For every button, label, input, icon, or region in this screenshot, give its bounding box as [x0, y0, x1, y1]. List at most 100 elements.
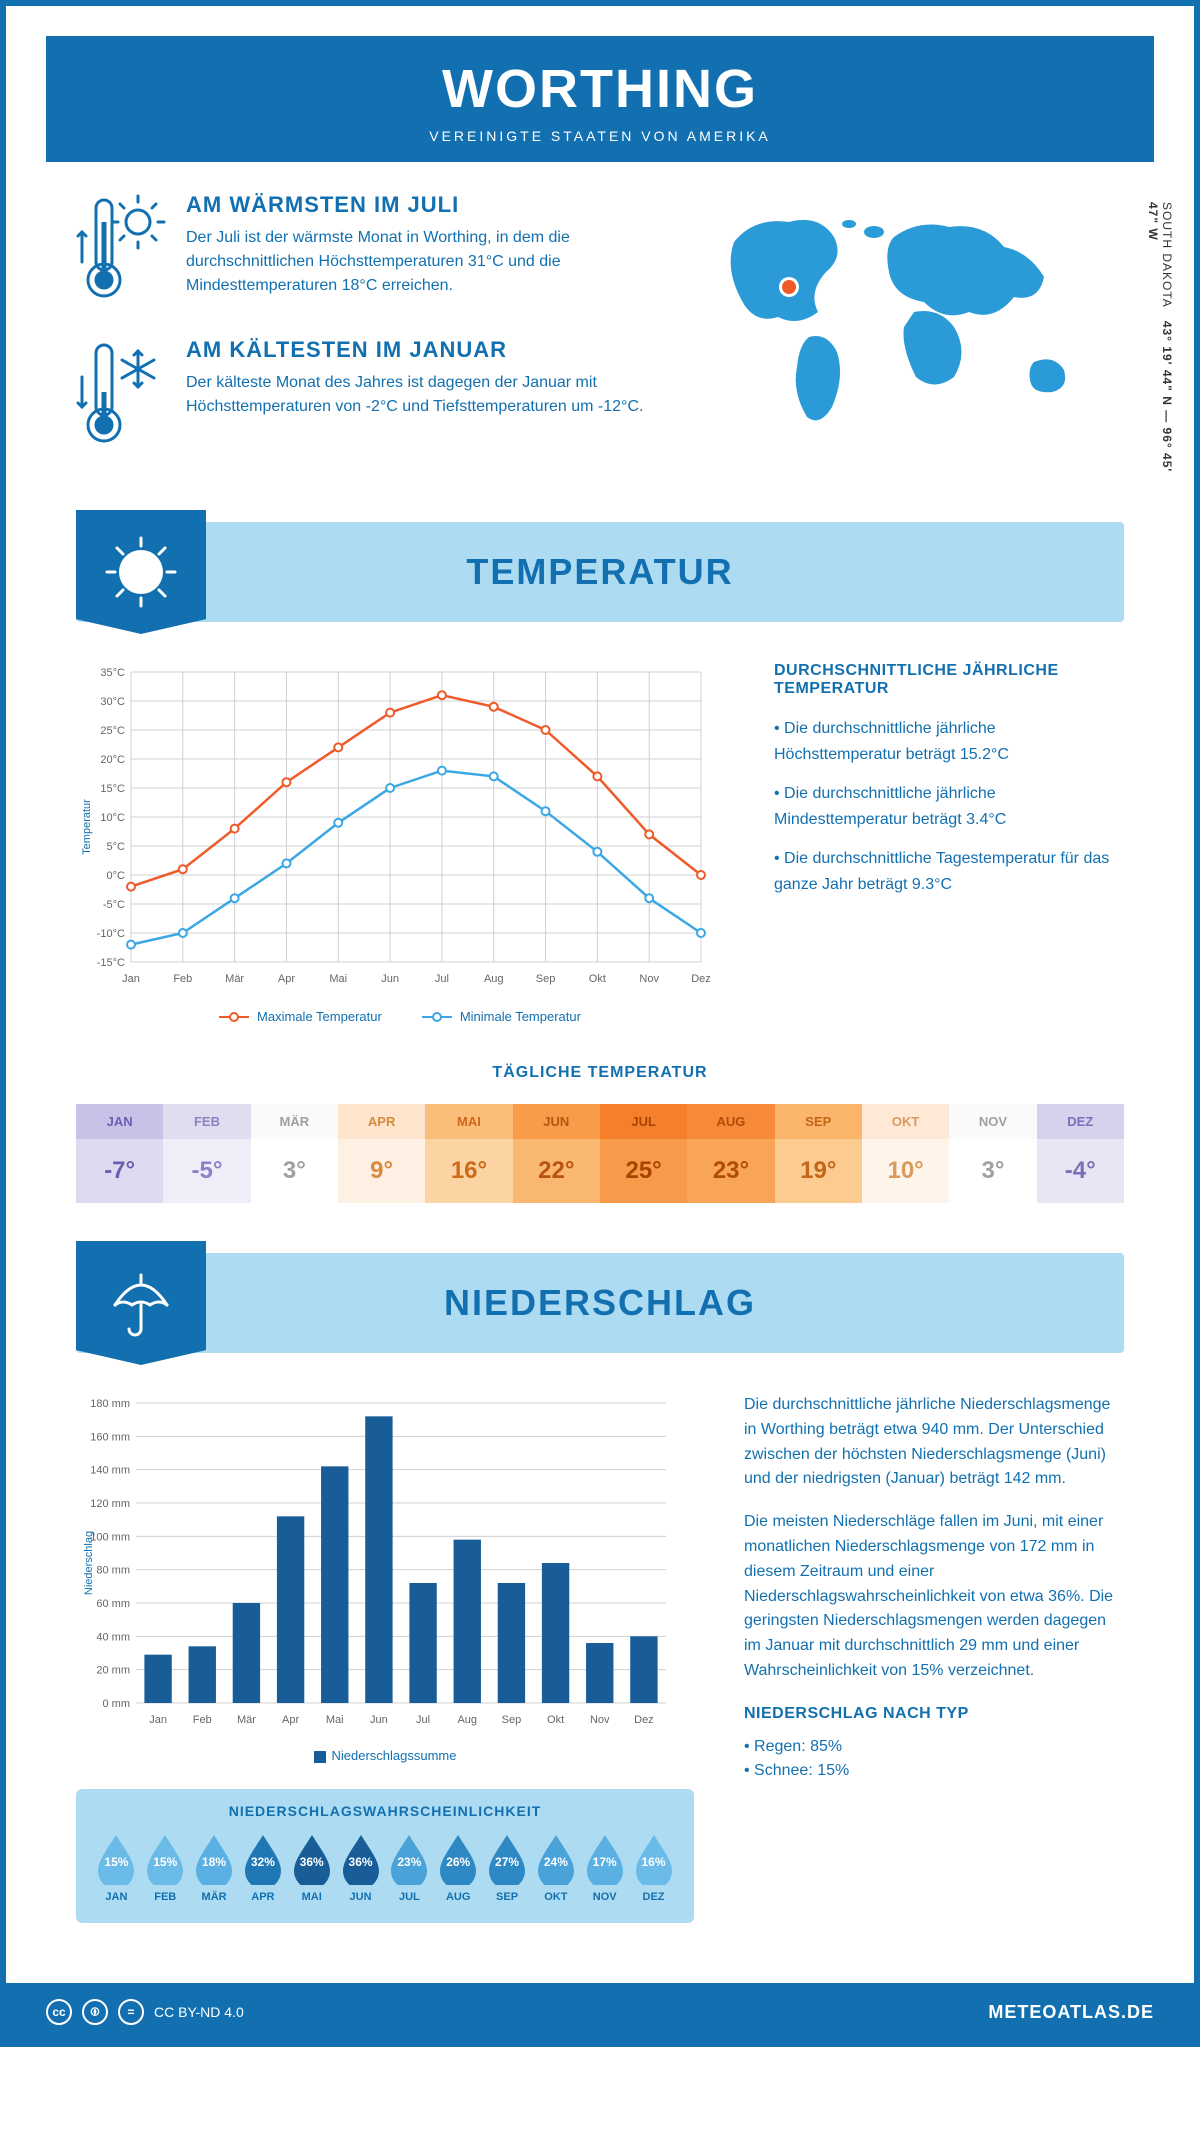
svg-text:0°C: 0°C [107, 870, 126, 882]
svg-text:Niederschlag: Niederschlag [83, 1531, 95, 1595]
svg-text:25°C: 25°C [100, 725, 125, 737]
svg-text:Sep: Sep [536, 973, 556, 985]
month-cell: MAI16° [425, 1104, 512, 1203]
header-banner: WORTHING VEREINIGTE STAATEN VON AMERIKA [46, 36, 1154, 162]
month-cell: SEP19° [775, 1104, 862, 1203]
svg-text:Mär: Mär [237, 1714, 256, 1726]
svg-text:-10°C: -10°C [97, 928, 125, 940]
prob-drop: 17%NOV [580, 1833, 629, 1903]
temp-bullet-2: • Die durchschnittliche jährliche Mindes… [774, 781, 1124, 832]
city-title: WORTHING [46, 58, 1154, 120]
precip-prob-box: NIEDERSCHLAGSWAHRSCHEINLICHKEIT 15%JAN15… [76, 1789, 694, 1923]
svg-text:10°C: 10°C [100, 812, 125, 824]
prob-drops-row: 15%JAN15%FEB18%MÄR32%APR36%MAI36%JUN23%J… [92, 1833, 678, 1903]
temp-bullet-3: • Die durchschnittliche Tagestemperatur … [774, 846, 1124, 897]
svg-text:20 mm: 20 mm [96, 1665, 130, 1677]
coordinates: SOUTH DAKOTA 43° 19' 44" N — 96° 45' 47"… [1146, 202, 1174, 482]
month-cell: DEZ-4° [1037, 1104, 1124, 1203]
precip-rain: • Regen: 85% [744, 1735, 1124, 1760]
temp-chart: -15°C-10°C-5°C0°C5°C10°C15°C20°C25°C30°C… [76, 662, 724, 1024]
prob-drop: 16%DEZ [629, 1833, 678, 1903]
cold-fact: AM KÄLTESTEN IM JANUAR Der kälteste Mona… [76, 337, 654, 452]
cc-icon: cc [46, 1999, 72, 2025]
month-cell: JAN-7° [76, 1104, 163, 1203]
svg-text:Apr: Apr [282, 1714, 299, 1726]
cold-fact-text: Der kälteste Monat des Jahres ist dagege… [186, 371, 654, 419]
svg-text:180 mm: 180 mm [90, 1398, 130, 1410]
prob-drop: 23%JUL [385, 1833, 434, 1903]
svg-text:Jan: Jan [122, 973, 140, 985]
prob-drop: 27%SEP [483, 1833, 532, 1903]
svg-text:Feb: Feb [173, 973, 192, 985]
svg-text:140 mm: 140 mm [90, 1465, 130, 1477]
svg-text:30°C: 30°C [100, 696, 125, 708]
svg-text:Sep: Sep [502, 1714, 522, 1726]
daily-temp-grid: JAN-7°FEB-5°MÄR3°APR9°MAI16°JUN22°JUL25°… [76, 1104, 1124, 1203]
svg-text:Okt: Okt [589, 973, 606, 985]
svg-text:Jul: Jul [435, 973, 449, 985]
precip-section-banner: NIEDERSCHLAG [76, 1253, 1124, 1353]
prob-drop: 26%AUG [434, 1833, 483, 1903]
sun-icon [76, 510, 206, 634]
temp-line-chart: -15°C-10°C-5°C0°C5°C10°C15°C20°C25°C30°C… [76, 662, 716, 992]
license-text: CC BY-ND 4.0 [154, 2004, 244, 2020]
precip-heading: NIEDERSCHLAG [444, 1282, 756, 1324]
precip-type-heading: NIEDERSCHLAG NACH TYP [744, 1702, 1124, 1727]
svg-text:Feb: Feb [193, 1714, 212, 1726]
lat-label: 43° 19' 44" N [1160, 321, 1174, 406]
svg-text:Jan: Jan [149, 1714, 167, 1726]
hot-fact: AM WÄRMSTEN IM JULI Der Juli ist der wär… [76, 192, 654, 307]
temp-heading: TEMPERATUR [466, 551, 733, 593]
svg-text:40 mm: 40 mm [96, 1631, 130, 1643]
svg-text:Mai: Mai [326, 1714, 344, 1726]
footer-site: METEOATLAS.DE [988, 2002, 1154, 2023]
page: WORTHING VEREINIGTE STAATEN VON AMERIKA [0, 0, 1200, 2047]
daily-temp-title: TÄGLICHE TEMPERATUR [76, 1064, 1124, 1082]
thermometer-snow-icon [76, 337, 166, 452]
svg-text:Jun: Jun [370, 1714, 388, 1726]
svg-text:Mai: Mai [329, 973, 347, 985]
cold-fact-title: AM KÄLTESTEN IM JANUAR [186, 337, 654, 363]
svg-text:0 mm: 0 mm [103, 1698, 131, 1710]
svg-text:80 mm: 80 mm [96, 1565, 130, 1577]
svg-text:35°C: 35°C [100, 667, 125, 679]
precip-p1: Die durchschnittliche jährliche Niedersc… [744, 1393, 1124, 1492]
precip-text: Die durchschnittliche jährliche Niedersc… [744, 1393, 1124, 1923]
svg-text:Temperatur: Temperatur [81, 799, 93, 855]
svg-text:160 mm: 160 mm [90, 1431, 130, 1443]
thermometer-sun-icon [76, 192, 166, 307]
precip-bar-legend: Niederschlagssumme [76, 1748, 694, 1763]
svg-text:Dez: Dez [691, 973, 711, 985]
svg-text:100 mm: 100 mm [90, 1531, 130, 1543]
temp-legend: .legend-item:nth-child(1) .legend-sw::af… [76, 1009, 724, 1024]
svg-text:Aug: Aug [484, 973, 504, 985]
svg-text:Jun: Jun [381, 973, 399, 985]
prob-drop: 18%MÄR [190, 1833, 239, 1903]
svg-text:Mär: Mär [225, 973, 244, 985]
nd-icon: = [118, 1999, 144, 2025]
month-cell: OKT10° [862, 1104, 949, 1203]
svg-text:-15°C: -15°C [97, 957, 125, 969]
svg-text:60 mm: 60 mm [96, 1598, 130, 1610]
svg-text:Dez: Dez [634, 1714, 654, 1726]
prob-drop: 24%OKT [531, 1833, 580, 1903]
svg-text:5°C: 5°C [107, 841, 126, 853]
month-cell: NOV3° [949, 1104, 1036, 1203]
prob-drop: 15%JAN [92, 1833, 141, 1903]
legend-min: .legend-item:nth-child(2) .legend-sw::af… [422, 1009, 581, 1024]
precip-p2: Die meisten Niederschläge fallen im Juni… [744, 1510, 1124, 1684]
intro-row: AM WÄRMSTEN IM JULI Der Juli ist der wär… [76, 192, 1124, 482]
temp-section-banner: TEMPERATUR [76, 522, 1124, 622]
svg-text:Okt: Okt [547, 1714, 564, 1726]
precip-body: 0 mm20 mm40 mm60 mm80 mm100 mm120 mm140 … [76, 1393, 1124, 1923]
svg-text:Jul: Jul [416, 1714, 430, 1726]
prob-drop: 36%JUN [336, 1833, 385, 1903]
legend-max: .legend-item:nth-child(1) .legend-sw::af… [219, 1009, 382, 1024]
month-cell: JUN22° [513, 1104, 600, 1203]
svg-text:Apr: Apr [278, 973, 295, 985]
precip-bar-chart: 0 mm20 mm40 mm60 mm80 mm100 mm120 mm140 … [76, 1393, 676, 1733]
month-cell: MÄR3° [251, 1104, 338, 1203]
svg-text:Aug: Aug [457, 1714, 477, 1726]
facts-column: AM WÄRMSTEN IM JULI Der Juli ist der wär… [76, 192, 654, 482]
svg-text:Nov: Nov [590, 1714, 610, 1726]
